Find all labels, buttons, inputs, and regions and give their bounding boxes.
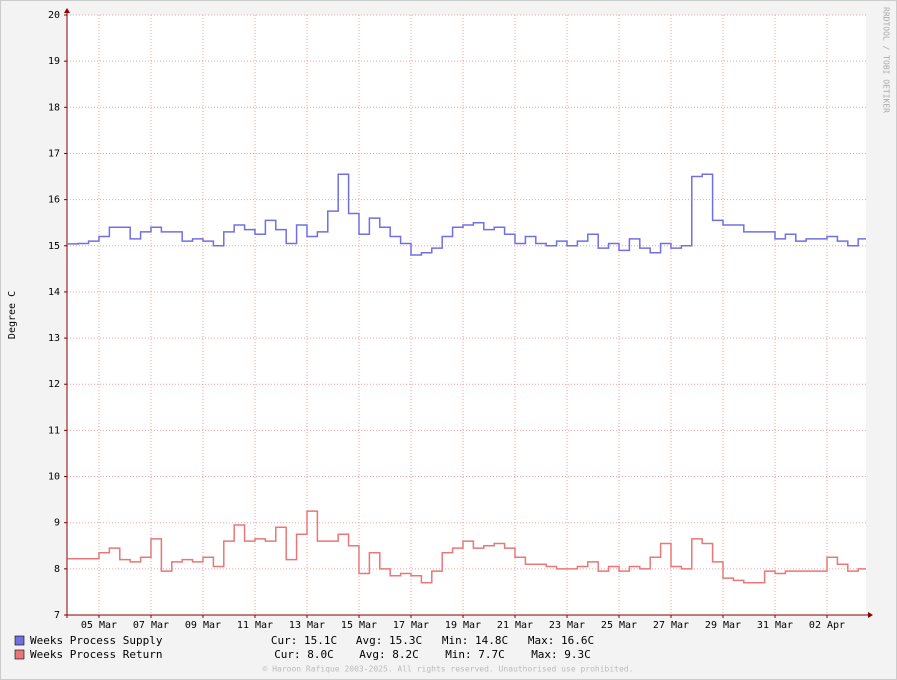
footer: © Haroon Rafique 2003-2025. All rights r… <box>263 665 634 674</box>
x-tick-label: 09 Mar <box>185 620 221 631</box>
legend-swatch <box>14 635 25 646</box>
legend-stat: Max: 16.6C <box>528 634 594 647</box>
x-tick-label: 13 Mar <box>289 620 325 631</box>
y-tick-label: 16 <box>48 195 60 206</box>
y-tick-label: 7 <box>54 610 60 621</box>
legend-stat: Cur: 8.0C <box>274 648 334 661</box>
x-tick-label: 25 Mar <box>601 620 637 631</box>
y-tick-label: 9 <box>54 518 60 529</box>
y-tick-label: 13 <box>48 333 60 344</box>
series-line <box>67 173 866 256</box>
y-axis-label: Degree C <box>7 291 18 339</box>
x-tick-label: 17 Mar <box>393 620 429 631</box>
x-tick-label: 23 Mar <box>549 620 585 631</box>
x-tick-label: 31 Mar <box>757 620 793 631</box>
x-tick-label: 02 Apr <box>809 620 845 631</box>
x-tick-label: 11 Mar <box>237 620 273 631</box>
y-tick-label: 8 <box>54 564 60 575</box>
legend-label: Weeks Process Return <box>30 648 162 661</box>
x-tick-label: 21 Mar <box>497 620 533 631</box>
watermark: RRDTOOL / TOBI OETIKER <box>882 7 891 113</box>
legend-stat: Max: 9.3C <box>531 648 591 661</box>
legend-stat: Cur: 15.1C <box>271 634 337 647</box>
series-line <box>67 510 866 584</box>
x-tick-label: 05 Mar <box>81 620 117 631</box>
arrow <box>868 612 873 618</box>
x-tick-label: 07 Mar <box>133 620 169 631</box>
y-tick-label: 10 <box>48 472 60 483</box>
legend-stat: Min: 7.7C <box>445 648 505 661</box>
x-tick-label: 19 Mar <box>445 620 481 631</box>
x-tick-label: 15 Mar <box>341 620 377 631</box>
y-tick-label: 18 <box>48 102 60 113</box>
legend-swatch <box>14 649 25 660</box>
y-tick-label: 19 <box>48 56 60 67</box>
y-tick-label: 15 <box>48 241 60 252</box>
plot-area <box>67 15 866 615</box>
y-tick-label: 20 <box>48 10 60 21</box>
y-tick-label: 12 <box>48 379 60 390</box>
x-tick-label: 27 Mar <box>653 620 689 631</box>
legend-label: Weeks Process Supply <box>30 634 163 647</box>
legend-stat: Avg: 15.3C <box>356 634 422 647</box>
x-tick-label: 29 Mar <box>705 620 741 631</box>
arrow <box>64 8 70 13</box>
y-tick-label: 17 <box>48 148 60 159</box>
y-tick-label: 11 <box>48 425 60 436</box>
y-tick-label: 14 <box>48 287 60 298</box>
legend-stat: Min: 14.8C <box>442 634 508 647</box>
legend-stat: Avg: 8.2C <box>359 648 419 661</box>
